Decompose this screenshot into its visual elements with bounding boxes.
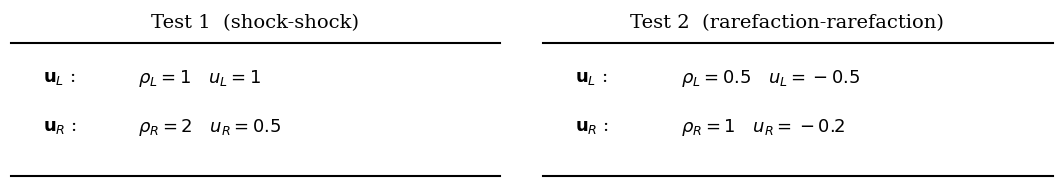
Text: Test 2  (rarefaction-rarefaction): Test 2 (rarefaction-rarefaction) <box>631 14 944 32</box>
Text: $\rho_R = 2\quad u_R = 0.5$: $\rho_R = 2\quad u_R = 0.5$ <box>138 117 282 138</box>
Text: $\rho_L = 1\quad u_L = 1$: $\rho_L = 1\quad u_L = 1$ <box>138 68 261 89</box>
Text: Test 1  (shock-shock): Test 1 (shock-shock) <box>151 14 360 32</box>
Text: $\mathbf{u}_L$ :: $\mathbf{u}_L$ : <box>43 69 76 87</box>
Text: $\mathbf{u}_R$ :: $\mathbf{u}_R$ : <box>43 118 77 136</box>
Text: $\rho_L = 0.5\quad u_L = -0.5$: $\rho_L = 0.5\quad u_L = -0.5$ <box>681 68 861 89</box>
Text: $\mathbf{u}_R$ :: $\mathbf{u}_R$ : <box>575 118 609 136</box>
Text: $\rho_R = 1\quad u_R = -0.2$: $\rho_R = 1\quad u_R = -0.2$ <box>681 117 846 138</box>
Text: $\mathbf{u}_L$ :: $\mathbf{u}_L$ : <box>575 69 608 87</box>
